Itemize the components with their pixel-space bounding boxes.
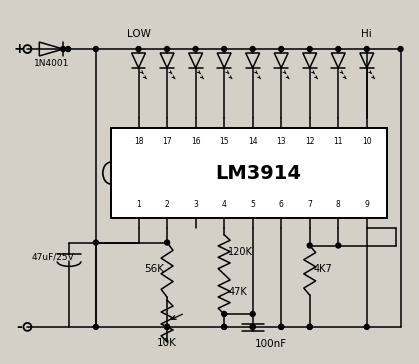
Circle shape <box>222 47 227 51</box>
Text: LOW: LOW <box>127 29 150 39</box>
Circle shape <box>250 324 255 329</box>
Circle shape <box>279 324 284 329</box>
Circle shape <box>398 47 403 51</box>
Text: 10K: 10K <box>157 338 177 348</box>
Text: 4K7: 4K7 <box>314 264 332 274</box>
Text: +: + <box>14 42 25 56</box>
Circle shape <box>364 324 369 329</box>
Text: 100nF: 100nF <box>255 339 287 349</box>
Circle shape <box>222 324 227 329</box>
Circle shape <box>93 47 98 51</box>
Text: 17: 17 <box>162 137 172 146</box>
Circle shape <box>222 324 227 329</box>
Text: 13: 13 <box>277 137 286 146</box>
Text: 47uF/25V: 47uF/25V <box>31 253 74 262</box>
Circle shape <box>165 47 170 51</box>
Circle shape <box>250 312 255 316</box>
Circle shape <box>165 324 170 329</box>
Circle shape <box>165 324 170 329</box>
Circle shape <box>279 47 284 51</box>
Text: 2: 2 <box>165 200 169 209</box>
Text: 12: 12 <box>305 137 315 146</box>
Circle shape <box>336 47 341 51</box>
Text: 18: 18 <box>134 137 143 146</box>
Circle shape <box>279 324 284 329</box>
Circle shape <box>250 47 255 51</box>
Text: 15: 15 <box>219 137 229 146</box>
Circle shape <box>93 240 98 245</box>
Circle shape <box>165 240 170 245</box>
Text: 1: 1 <box>136 200 141 209</box>
Text: 1N4001: 1N4001 <box>34 59 69 68</box>
Text: 4: 4 <box>222 200 227 209</box>
Text: 11: 11 <box>334 137 343 146</box>
Text: 16: 16 <box>191 137 200 146</box>
Circle shape <box>61 47 66 51</box>
Circle shape <box>193 47 198 51</box>
Circle shape <box>336 243 341 248</box>
Circle shape <box>364 47 369 51</box>
Text: 8: 8 <box>336 200 341 209</box>
Text: LM3914: LM3914 <box>216 163 302 183</box>
Circle shape <box>93 324 98 329</box>
Circle shape <box>307 324 312 329</box>
Text: 9: 9 <box>365 200 369 209</box>
Circle shape <box>250 324 255 329</box>
Text: 47K: 47K <box>228 287 247 297</box>
Text: 120K: 120K <box>228 248 253 257</box>
Circle shape <box>307 47 312 51</box>
Text: -: - <box>17 320 22 334</box>
Text: Hi: Hi <box>362 29 372 39</box>
Circle shape <box>222 312 227 316</box>
Text: 5: 5 <box>250 200 255 209</box>
Text: 7: 7 <box>307 200 312 209</box>
Text: 3: 3 <box>193 200 198 209</box>
Text: 56K: 56K <box>144 264 164 274</box>
Circle shape <box>136 47 141 51</box>
Text: 14: 14 <box>248 137 258 146</box>
Bar <box>111 128 387 218</box>
Circle shape <box>66 47 70 51</box>
Text: 10: 10 <box>362 137 372 146</box>
Text: 6: 6 <box>279 200 284 209</box>
Circle shape <box>307 243 312 248</box>
Circle shape <box>307 324 312 329</box>
